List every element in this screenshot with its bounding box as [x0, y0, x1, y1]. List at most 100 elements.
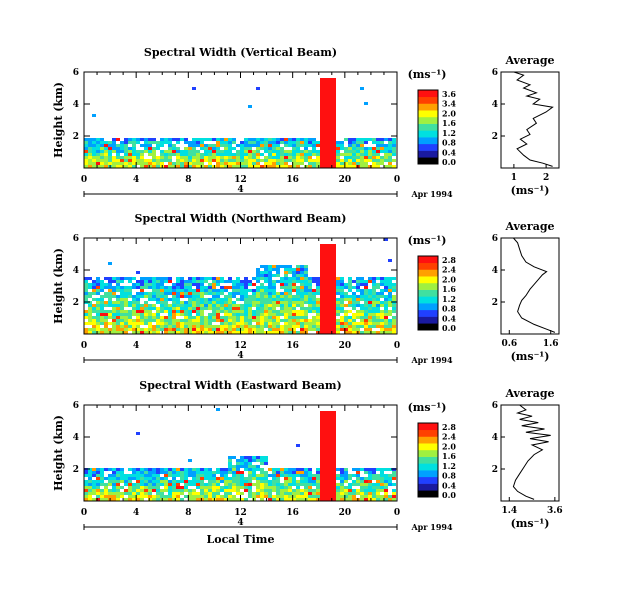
heatmap-cell — [204, 286, 208, 289]
heatmap-cell — [240, 156, 244, 159]
heatmap-cell — [296, 331, 300, 334]
heatmap-cell — [148, 292, 152, 295]
heatmap-cell — [336, 498, 340, 501]
heatmap-cell — [256, 144, 260, 147]
heatmap-cell — [192, 144, 196, 147]
heatmap-cell — [320, 450, 324, 453]
heatmap-cell — [228, 322, 232, 325]
heatmap-cell — [372, 307, 376, 310]
heatmap-cell — [140, 283, 144, 286]
heatmap-cell — [332, 141, 336, 144]
heatmap-cell — [164, 477, 168, 480]
heatmap-cell — [116, 483, 120, 486]
heatmap-cell — [284, 274, 288, 277]
heatmap-cell — [204, 316, 208, 319]
colorbar-swatch — [418, 103, 438, 111]
heatmap-cell — [252, 474, 256, 477]
heatmap-cell — [332, 132, 336, 135]
heatmap-cell — [264, 268, 268, 271]
heatmap-cell — [180, 331, 184, 334]
heatmap-cell — [120, 328, 124, 331]
heatmap-cell — [320, 492, 324, 495]
heatmap-cell — [320, 319, 324, 322]
heatmap-cell — [364, 483, 368, 486]
heatmap-cell — [364, 492, 368, 495]
heatmap-cell — [92, 316, 96, 319]
heatmap-cell — [108, 162, 112, 165]
heatmap-cell — [344, 150, 348, 153]
heatmap-cell — [124, 298, 128, 301]
heatmap-cell — [188, 489, 192, 492]
heatmap-cell — [288, 165, 292, 168]
heatmap-cell — [96, 313, 100, 316]
heatmap-cell — [88, 156, 92, 159]
heatmap-cell — [248, 144, 252, 147]
heatmap-cell — [164, 156, 168, 159]
heatmap-cell — [268, 156, 272, 159]
heatmap-cell — [324, 111, 328, 114]
heatmap-cell — [208, 328, 212, 331]
heatmap-cell — [348, 310, 352, 313]
heatmap-cell — [232, 474, 236, 477]
heatmap-cell — [164, 498, 168, 501]
heatmap-cell — [248, 465, 252, 468]
heatmap-cell — [232, 480, 236, 483]
heatmap-cell — [376, 319, 380, 322]
colorbar-tick-label: 0.8 — [442, 304, 456, 314]
heatmap-cell — [180, 301, 184, 304]
heatmap-cell — [364, 102, 368, 105]
heatmap-cell — [324, 420, 328, 423]
colorbar-swatch — [418, 150, 438, 158]
heatmap-cell — [112, 492, 116, 495]
heatmap-cell — [148, 162, 152, 165]
heatmap-cell — [312, 310, 316, 313]
heatmap-cell — [264, 480, 268, 483]
heatmap-cell — [288, 316, 292, 319]
heatmap-cell — [180, 492, 184, 495]
heatmap-cell — [156, 307, 160, 310]
heatmap-cell — [304, 322, 308, 325]
heatmap-cell — [324, 117, 328, 120]
heatmap-cell — [88, 498, 92, 501]
heatmap-cell — [240, 331, 244, 334]
heatmap-cell — [284, 295, 288, 298]
colorbar-tick-label: 1.2 — [442, 128, 456, 138]
colorbar-swatch — [418, 116, 438, 124]
heatmap-cell — [276, 268, 280, 271]
heatmap-cell — [340, 322, 344, 325]
heatmap-cell — [224, 483, 228, 486]
heatmap-cell — [84, 486, 88, 489]
heatmap-cell — [236, 480, 240, 483]
heatmap-cell — [148, 277, 152, 280]
heatmap-cell — [324, 462, 328, 465]
heatmap-cell — [224, 492, 228, 495]
heatmap-cell — [256, 319, 260, 322]
heatmap-cell — [232, 468, 236, 471]
heatmap-cell — [180, 313, 184, 316]
heatmap-cell — [292, 271, 296, 274]
heatmap-cell — [204, 477, 208, 480]
heatmap-cell — [264, 325, 268, 328]
heatmap-cell — [200, 286, 204, 289]
heatmap-cell — [112, 150, 116, 153]
heatmap-cell — [164, 138, 168, 141]
heatmap-cell — [116, 153, 120, 156]
heatmap-cell — [180, 304, 184, 307]
heatmap-cell — [252, 465, 256, 468]
heatmap-cell — [240, 295, 244, 298]
heatmap-cell — [324, 283, 328, 286]
profile-y-tick-label: 2 — [492, 465, 498, 475]
heatmap-cell — [188, 322, 192, 325]
heatmap-cell — [384, 277, 388, 280]
heatmap-cell — [196, 292, 200, 295]
heatmap-cell — [140, 159, 144, 162]
heatmap-cell — [156, 295, 160, 298]
heatmap-cell — [332, 316, 336, 319]
heatmap-cell — [312, 162, 316, 165]
heatmap-cell — [388, 283, 392, 286]
heatmap-cell — [172, 331, 176, 334]
heatmap-cell — [284, 150, 288, 153]
heatmap-cell — [188, 480, 192, 483]
heatmap-cell — [140, 310, 144, 313]
heatmap-cell — [104, 144, 108, 147]
